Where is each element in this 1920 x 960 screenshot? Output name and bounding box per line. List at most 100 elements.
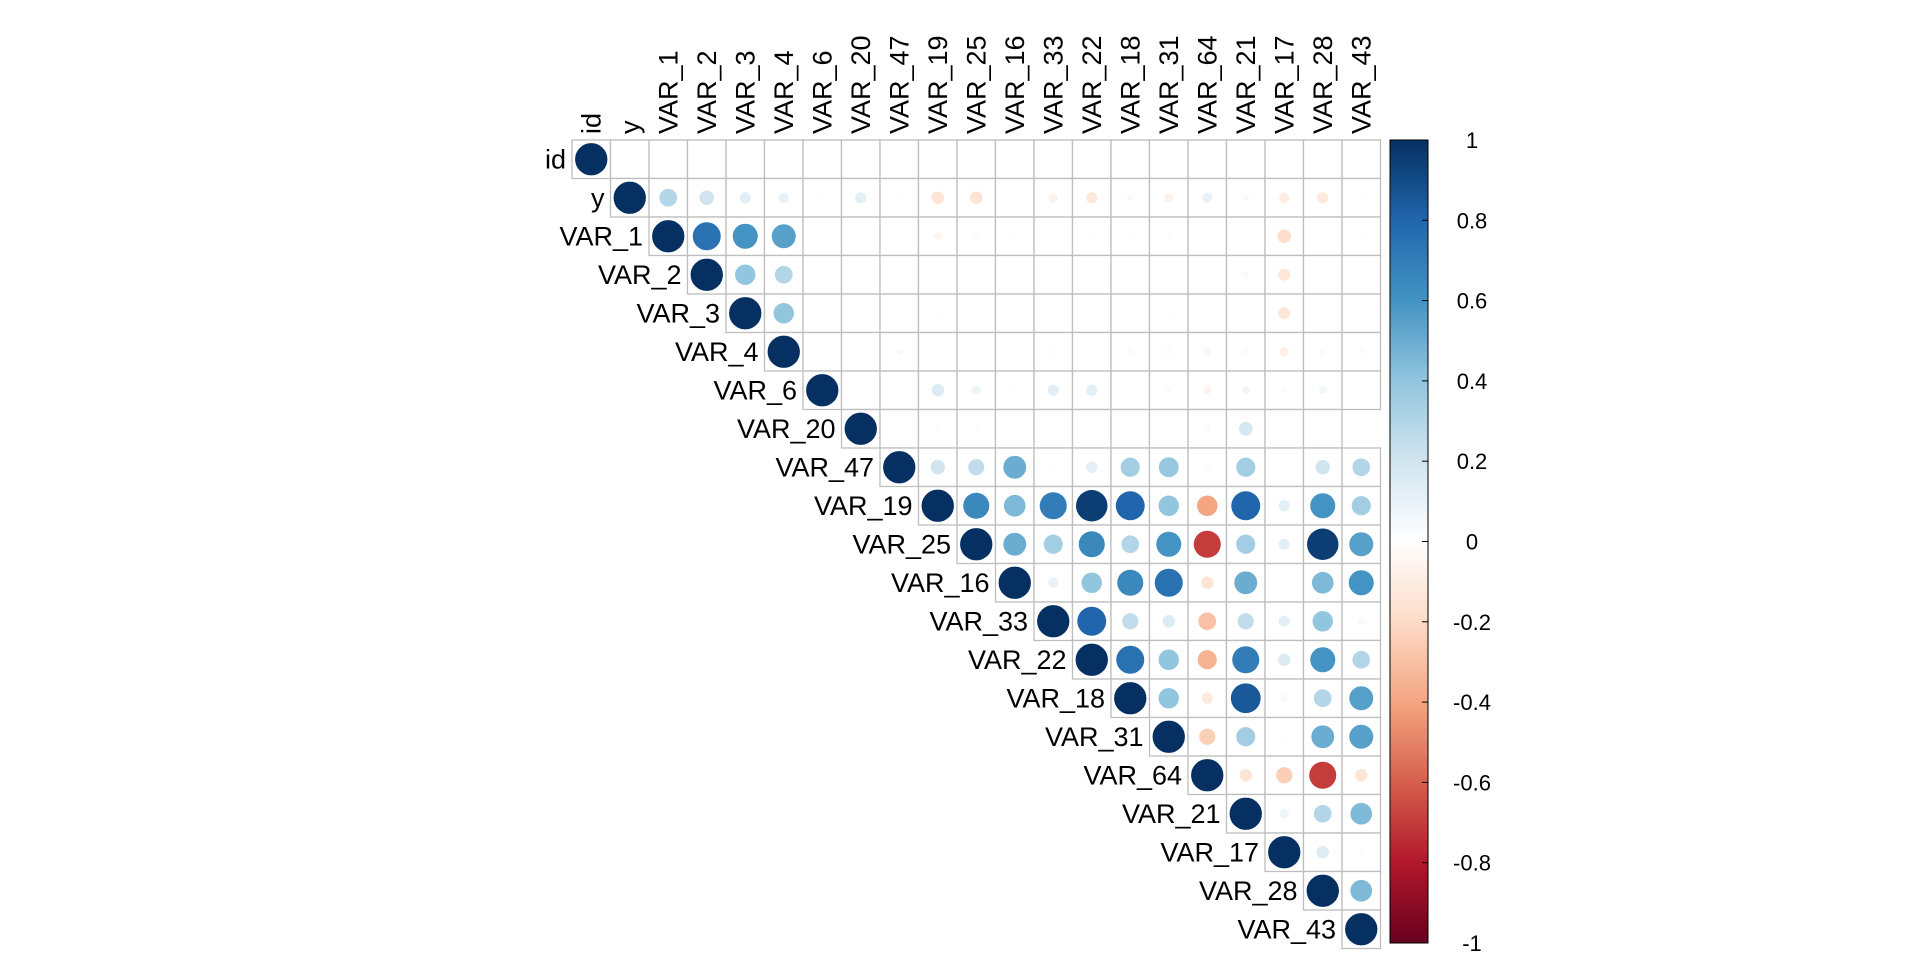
correlation-circle — [1278, 307, 1291, 320]
correlation-circle — [1075, 489, 1108, 522]
correlation-circle — [819, 195, 825, 201]
row-label: VAR_28 — [1199, 876, 1298, 906]
correlation-circle — [1121, 535, 1140, 554]
matrix-cell — [1187, 139, 1228, 180]
correlation-circle — [774, 265, 793, 284]
correlation-circle — [1241, 386, 1250, 395]
correlation-circle — [1203, 386, 1212, 395]
correlation-circle — [1348, 570, 1374, 596]
correlation-circle — [1350, 802, 1373, 825]
correlation-circle — [1050, 349, 1056, 355]
correlation-circle — [1319, 348, 1326, 355]
correlation-circle — [1128, 427, 1132, 431]
correlation-circle — [935, 349, 941, 355]
matrix-cell — [1033, 139, 1074, 180]
matrix-cell — [956, 139, 997, 180]
correlation-circle — [820, 350, 824, 354]
correlation-circle — [1236, 534, 1256, 554]
correlation-circle — [1013, 311, 1017, 315]
correlation-circle — [1230, 683, 1261, 714]
column-label: VAR_2 — [692, 50, 722, 134]
correlation-circle — [1114, 682, 1147, 715]
correlation-circle — [1051, 427, 1055, 431]
correlation-circle — [1350, 879, 1373, 902]
correlation-circle — [1318, 386, 1327, 395]
correlation-circle — [1359, 388, 1363, 392]
correlation-circle — [1043, 534, 1063, 554]
correlation-circle — [931, 383, 945, 397]
correlation-circle — [1277, 229, 1292, 244]
row-label: VAR_33 — [929, 606, 1028, 636]
correlation-circle — [974, 273, 978, 277]
correlation-circle — [1236, 727, 1256, 747]
correlation-circle — [1349, 724, 1374, 749]
correlation-circle — [1047, 384, 1059, 396]
matrix-cell — [1264, 447, 1305, 488]
correlation-circle — [1232, 646, 1260, 674]
correlation-circle — [1276, 767, 1293, 784]
matrix-cell — [917, 139, 958, 180]
colorbar-tick-label: -0.2 — [1453, 610, 1491, 635]
correlation-circle — [773, 303, 794, 324]
correlation-circle — [1359, 311, 1363, 315]
correlation-circle — [1012, 387, 1018, 393]
grid-layer — [571, 139, 1382, 950]
correlation-circle — [1191, 759, 1224, 792]
correlation-circle — [1117, 569, 1144, 596]
correlation-circle — [1051, 234, 1055, 238]
correlation-circle — [897, 273, 901, 277]
correlation-circle — [806, 374, 839, 407]
correlation-circle — [1279, 809, 1289, 819]
correlation-circle — [1205, 311, 1209, 315]
row-label: VAR_47 — [775, 452, 874, 482]
correlation-circle — [1242, 271, 1249, 278]
matrix-cell — [802, 139, 843, 180]
correlation-circle — [1086, 384, 1098, 396]
correlation-circle — [855, 192, 867, 204]
matrix-cell — [763, 139, 804, 180]
correlation-circle — [575, 143, 608, 176]
correlation-circle — [1309, 761, 1337, 789]
correlation-circle — [1037, 605, 1070, 638]
correlation-circle — [1321, 311, 1325, 315]
correlation-circle — [1321, 273, 1325, 277]
correlation-circle — [1278, 500, 1290, 512]
correlation-circle — [1345, 913, 1378, 946]
correlation-circle — [897, 388, 901, 392]
correlation-circle — [1278, 615, 1290, 627]
correlation-circle — [771, 224, 796, 249]
correlation-circle — [1048, 193, 1058, 203]
correlation-circle — [1165, 387, 1172, 394]
column-label: VAR_17 — [1269, 35, 1299, 134]
colorbar-gradient — [1389, 139, 1429, 944]
correlation-circle — [963, 492, 990, 519]
correlation-circle — [1310, 647, 1336, 673]
row-label: VAR_22 — [968, 645, 1067, 675]
matrix-cell — [609, 139, 650, 180]
correlation-circle — [1120, 457, 1140, 477]
correlation-circle — [1012, 233, 1018, 239]
correlation-circle — [1354, 768, 1368, 782]
correlation-circle — [896, 195, 902, 201]
row-label: VAR_6 — [713, 375, 797, 405]
correlation-circle — [1239, 768, 1253, 782]
correlation-circle — [1162, 614, 1176, 628]
column-label: VAR_22 — [1077, 35, 1107, 134]
colorbar-tick-label: -0.4 — [1453, 690, 1491, 715]
correlation-circle — [732, 223, 758, 249]
correlation-circle — [735, 264, 756, 285]
correlation-circle — [1278, 538, 1290, 550]
column-label: VAR_4 — [769, 50, 799, 134]
row-label: y — [591, 183, 605, 213]
column-label: VAR_6 — [807, 50, 837, 134]
matrix-cell — [994, 177, 1035, 218]
correlation-circle — [1352, 458, 1371, 477]
correlation-circle — [659, 188, 678, 207]
correlation-circle — [1244, 311, 1248, 315]
correlation-circle — [1050, 464, 1056, 470]
correlation-circle — [1154, 568, 1183, 597]
correlation-circle — [1321, 234, 1325, 238]
colorbar-tick-label: -0.6 — [1453, 770, 1491, 795]
column-label: VAR_43 — [1346, 35, 1376, 134]
